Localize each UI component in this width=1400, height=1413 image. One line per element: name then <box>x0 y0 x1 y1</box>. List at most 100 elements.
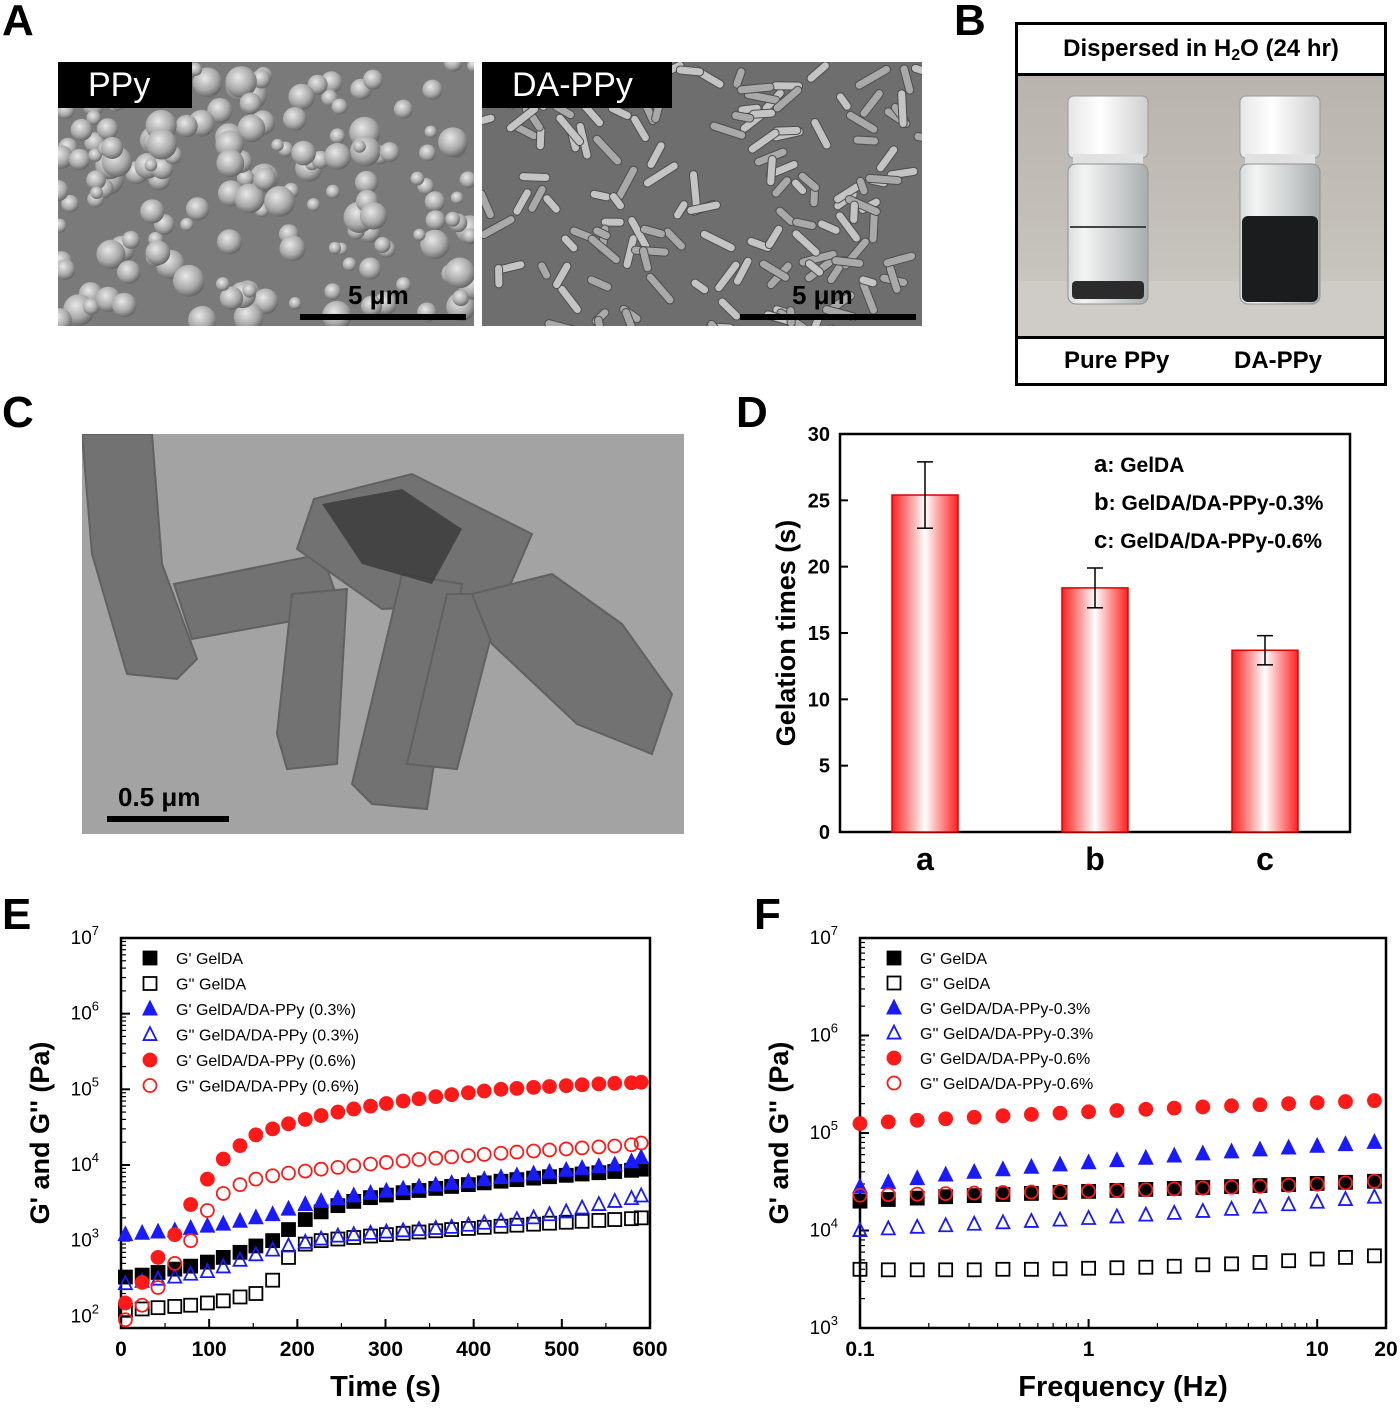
data-point <box>1252 1097 1268 1113</box>
series-5 <box>118 1135 649 1328</box>
legend-marker <box>886 1050 902 1066</box>
sem-rod <box>845 110 879 134</box>
data-point <box>264 1240 281 1257</box>
data-point <box>232 1177 248 1193</box>
data-point <box>542 1079 557 1094</box>
sem-rod <box>714 260 741 293</box>
sem-rod <box>835 92 852 111</box>
y-tick-label: 15 <box>808 623 830 645</box>
data-point <box>183 1233 199 1249</box>
series-4 <box>118 1074 649 1311</box>
x-tick-label: 600 <box>632 1338 667 1361</box>
data-point <box>150 1222 166 1239</box>
legend-colon: : <box>1107 454 1120 477</box>
sem-particle <box>324 283 341 300</box>
sem-rod <box>512 188 532 216</box>
sem-rod <box>758 259 791 282</box>
panel-letter-c: C <box>2 388 34 437</box>
sem-particle <box>58 180 69 202</box>
data-point <box>1081 1260 1096 1276</box>
sem-particle <box>207 97 233 124</box>
legend-key: c <box>1094 527 1107 554</box>
data-point <box>476 1219 492 1235</box>
series-0 <box>852 1173 1382 1209</box>
data-point <box>313 1161 329 1177</box>
data-point <box>1338 1175 1353 1191</box>
data-point <box>248 1171 264 1187</box>
series-3 <box>852 1187 1383 1237</box>
data-point <box>330 1159 346 1175</box>
sem-rod <box>699 229 736 253</box>
sem-rod <box>707 319 724 326</box>
y-tick-exp: 6 <box>92 999 99 1014</box>
data-point <box>444 1087 460 1103</box>
data-point <box>378 1222 395 1239</box>
sem-rod <box>791 229 821 257</box>
vial-pure-ppy <box>1067 95 1149 305</box>
sem-rod <box>849 200 859 225</box>
sem-rod <box>810 118 832 150</box>
legend-marker <box>886 1023 902 1040</box>
vial-caption-row: Pure PPy DA-PPy <box>1018 336 1384 383</box>
panel-letter-a: A <box>2 0 34 45</box>
data-point <box>1367 1093 1382 1108</box>
sem-particle <box>283 106 307 131</box>
sem-rod <box>663 227 686 251</box>
sem-rod <box>806 62 830 83</box>
sem-rod <box>600 217 625 227</box>
series-1 <box>118 1210 649 1318</box>
data-point <box>134 1223 151 1240</box>
sem-rod <box>817 219 841 235</box>
x-axis-label: Time (s) <box>330 1371 441 1403</box>
sem-particle <box>393 99 413 119</box>
sem-rod <box>913 132 922 146</box>
data-point <box>395 1221 412 1238</box>
data-point <box>1309 1192 1326 1209</box>
sem-rod <box>859 89 884 118</box>
sem-particle <box>420 229 450 260</box>
data-point <box>1195 1099 1211 1115</box>
y-tick-base: 10 <box>71 1231 92 1252</box>
panel-letter-f: F <box>754 890 781 939</box>
data-point <box>1367 1173 1382 1189</box>
data-point <box>909 1190 925 1206</box>
sem-particle <box>445 211 461 227</box>
data-point <box>166 1267 183 1284</box>
legend-colon: : <box>1107 530 1120 553</box>
sem-particle <box>410 171 425 186</box>
legend-label: G' GelDA <box>176 951 243 968</box>
data-point <box>938 1111 954 1127</box>
y-tick-base: 10 <box>810 928 831 949</box>
sem-rod <box>642 161 679 188</box>
data-point <box>937 1165 954 1182</box>
data-point <box>1023 1211 1040 1228</box>
legend-label: G' GelDA/DA-PPy-0.3% <box>920 1001 1090 1018</box>
data-point <box>541 1162 558 1179</box>
data-point <box>1052 1105 1068 1121</box>
sem-texture-ppy <box>58 62 474 326</box>
sem-particle <box>112 292 137 318</box>
data-point <box>265 1272 281 1288</box>
data-point <box>378 1181 395 1198</box>
scale-bar-da-ppy <box>740 314 916 320</box>
sem-particle <box>467 62 474 72</box>
data-point <box>281 1165 296 1181</box>
data-point <box>633 1210 649 1226</box>
legend-marker <box>142 950 158 966</box>
data-point <box>313 1191 330 1208</box>
data-point <box>134 1301 150 1317</box>
sem-rod <box>854 64 891 90</box>
y-tick-label: 105 <box>810 1118 838 1144</box>
data-point <box>313 1229 330 1246</box>
data-point <box>428 1089 444 1105</box>
y-tick-label: 104 <box>71 1150 99 1176</box>
sem-rod <box>482 189 495 220</box>
sem-rod <box>482 113 496 126</box>
legend-label: G' GelDA/DA-PPy (0.3%) <box>176 1002 356 1019</box>
y-tick-label: 25 <box>808 490 830 512</box>
data-point <box>232 1289 248 1305</box>
data-point <box>633 1186 650 1203</box>
data-point <box>346 1158 362 1174</box>
data-point <box>297 1163 313 1179</box>
x-tick-label: 1 <box>1083 1338 1095 1361</box>
